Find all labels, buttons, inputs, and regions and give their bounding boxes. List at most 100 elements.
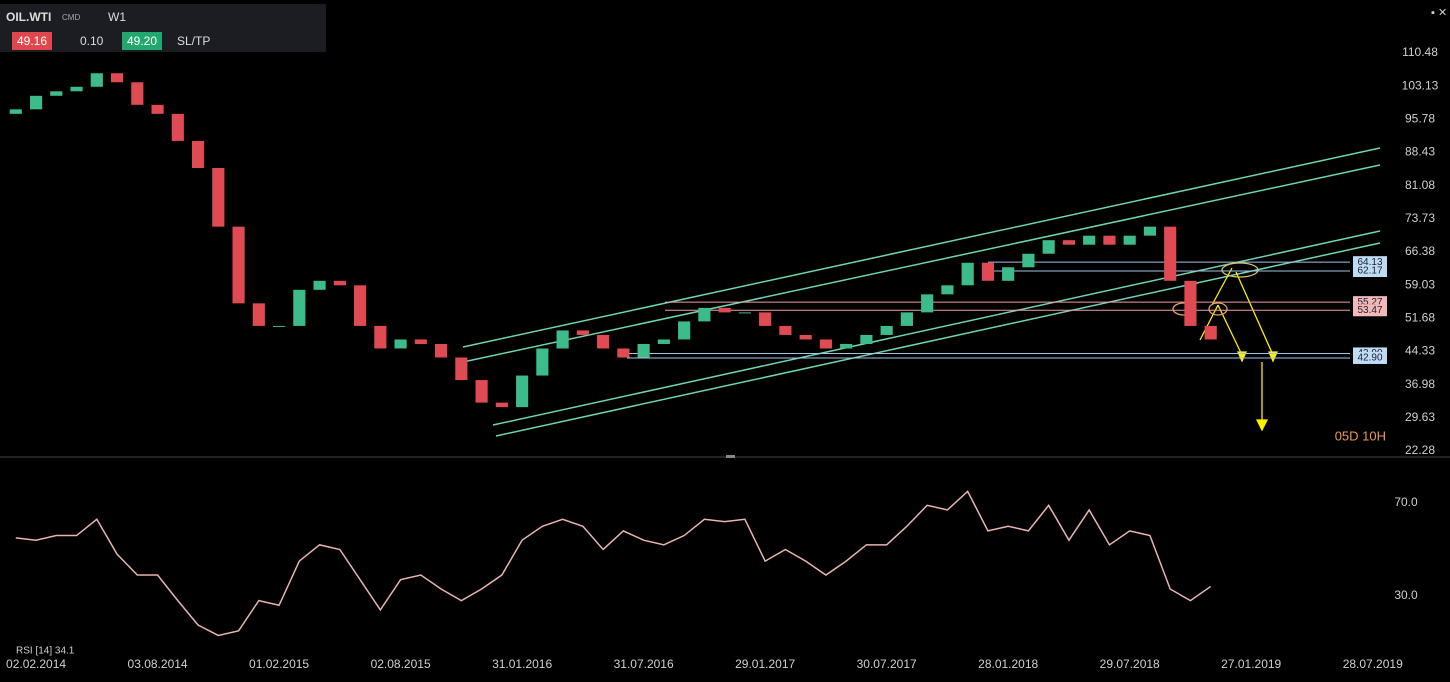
- y-tick-label: 73.73: [1405, 211, 1435, 225]
- arrow-head: [1236, 351, 1248, 363]
- candle-body: [556, 330, 569, 349]
- candle-body: [597, 334, 610, 349]
- candle-body: [1002, 267, 1015, 281]
- window-controls[interactable]: ▪ ✕: [1431, 7, 1447, 19]
- x-tick-label: 30.07.2017: [857, 657, 917, 671]
- countdown: 05D 10H: [1335, 428, 1386, 443]
- candle-body: [576, 330, 589, 335]
- candle-body: [961, 262, 974, 286]
- sell-button[interactable]: 49.16: [12, 32, 53, 50]
- timeframe[interactable]: W1: [108, 10, 126, 24]
- level-label: 42.90: [1357, 353, 1382, 364]
- candle-body: [1042, 240, 1055, 254]
- x-tick-label: 31.01.2016: [492, 657, 552, 671]
- y-tick-label: 29.63: [1405, 410, 1435, 424]
- trend-channel: [462, 147, 1381, 437]
- candle-body: [232, 226, 245, 304]
- x-tick-label: 02.02.2014: [6, 657, 66, 671]
- candle-body: [191, 140, 205, 168]
- candle-body: [637, 343, 650, 358]
- candle-body: [50, 91, 63, 96]
- candle-body: [293, 289, 306, 326]
- candle-body: [880, 325, 893, 335]
- x-tick-label: 01.02.2015: [249, 657, 309, 671]
- x-tick-label: 27.01.2019: [1221, 657, 1281, 671]
- candle-body: [1103, 235, 1116, 245]
- x-tick-label: 02.08.2015: [371, 657, 431, 671]
- buy-button[interactable]: 49.20: [122, 32, 163, 50]
- candle-body: [1083, 235, 1096, 245]
- symbol[interactable]: OIL.WTI: [6, 10, 52, 24]
- candle-body: [455, 357, 468, 381]
- candle-body: [394, 339, 407, 349]
- arrow: [1217, 304, 1243, 356]
- candle-body: [536, 348, 549, 376]
- candle-body: [131, 82, 144, 105]
- forecast-arrows: [1172, 262, 1279, 432]
- candle-body: [698, 307, 711, 322]
- level-label: 55.27: [1357, 297, 1382, 308]
- x-tick-label: 29.01.2017: [735, 657, 795, 671]
- candle-body: [171, 113, 184, 141]
- pane-resize-handle[interactable]: [726, 455, 735, 458]
- candle-body: [9, 109, 22, 114]
- candle-body: [90, 73, 103, 87]
- toolbar: OIL.WTI CMD W1 49.16 0.10 49.20 SL/TP: [0, 4, 326, 52]
- y-tick-label: 59.03: [1405, 277, 1435, 291]
- trend-line: [462, 164, 1381, 363]
- candle-body: [414, 339, 427, 344]
- level-tag: [1353, 265, 1387, 278]
- candle-body: [495, 402, 508, 408]
- arrow: [1235, 271, 1274, 356]
- y-tick-label: 95.78: [1405, 112, 1435, 126]
- arrow-head: [1255, 419, 1269, 432]
- candle-body: [779, 325, 792, 335]
- candle-body: [273, 325, 286, 327]
- arrow: [1199, 304, 1219, 341]
- rsi-line: [15, 490, 1212, 637]
- y-tick-label: 44.33: [1405, 344, 1435, 358]
- candle-body: [1184, 280, 1197, 326]
- level-label: 62.17: [1357, 266, 1382, 277]
- candle-body: [1022, 253, 1035, 268]
- candle-body: [29, 95, 43, 110]
- candle-body: [657, 339, 670, 344]
- candle-body: [151, 104, 164, 114]
- candle-body: [1062, 240, 1076, 245]
- candle-body: [718, 307, 731, 313]
- candle-body: [900, 312, 913, 326]
- sltp-button[interactable]: SL/TP: [177, 34, 211, 48]
- y-tick-label: 110.48: [1402, 45, 1438, 59]
- candle-body: [1164, 226, 1177, 281]
- candle-body: [1123, 235, 1136, 245]
- y-tick-label: 88.43: [1405, 145, 1435, 159]
- candle-body: [759, 312, 772, 326]
- candle-body: [110, 73, 124, 83]
- x-tick-label: 03.08.2014: [128, 657, 188, 671]
- rsi-tick-label: 30.0: [1394, 588, 1418, 602]
- candle-body: [374, 325, 387, 349]
- candle-body: [333, 280, 346, 286]
- candle-body: [799, 334, 812, 340]
- market: CMD: [62, 13, 81, 22]
- spread: 0.10: [80, 34, 104, 48]
- rsi-label: RSI [14] 34.1: [16, 646, 75, 657]
- candle-body: [313, 280, 326, 290]
- y-tick-label: 66.38: [1405, 244, 1435, 258]
- candle-body: [435, 343, 448, 358]
- x-tick-label: 31.07.2016: [614, 657, 674, 671]
- candle-body: [516, 375, 529, 408]
- y-tick-label: 22.28: [1405, 443, 1435, 457]
- y-tick-label: 36.98: [1405, 377, 1435, 391]
- candle-body: [840, 343, 853, 349]
- level-tag: [1353, 351, 1387, 364]
- rsi-tick-label: 70.0: [1394, 495, 1418, 509]
- candle-body: [475, 380, 488, 403]
- candle-body: [819, 339, 832, 349]
- y-tick-label: 103.13: [1402, 78, 1439, 92]
- x-tick-label: 28.07.2019: [1343, 657, 1403, 671]
- level-label: 53.47: [1357, 305, 1382, 316]
- candle-body: [617, 348, 630, 358]
- y-tick-label: 81.08: [1405, 178, 1435, 192]
